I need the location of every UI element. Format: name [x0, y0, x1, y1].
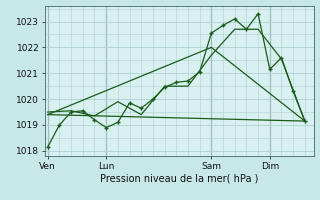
X-axis label: Pression niveau de la mer( hPa ): Pression niveau de la mer( hPa ) — [100, 173, 258, 183]
